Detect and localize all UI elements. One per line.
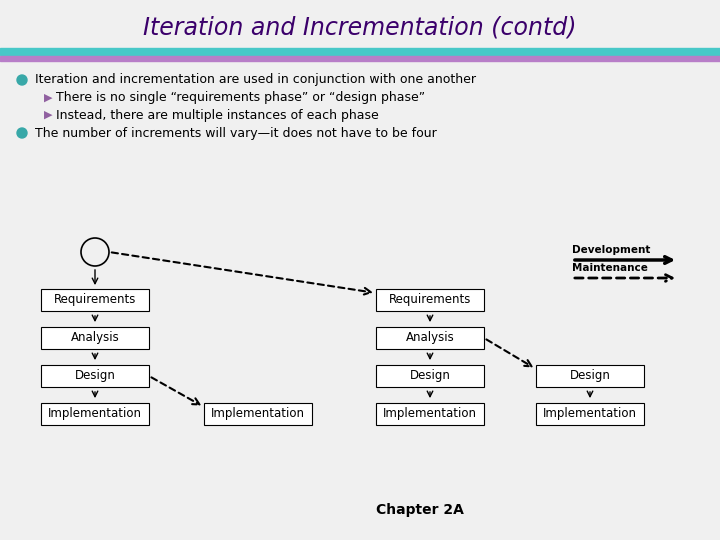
Text: There is no single “requirements phase” or “design phase”: There is no single “requirements phase” … [56,91,425,105]
FancyBboxPatch shape [376,365,484,387]
FancyBboxPatch shape [204,403,312,425]
FancyBboxPatch shape [41,403,149,425]
Text: Instead, there are multiple instances of each phase: Instead, there are multiple instances of… [56,109,379,122]
Text: Chapter 2A: Chapter 2A [376,503,464,517]
Text: Design: Design [410,369,451,382]
FancyBboxPatch shape [376,289,484,311]
Text: Development: Development [572,245,650,255]
FancyBboxPatch shape [536,403,644,425]
FancyBboxPatch shape [376,403,484,425]
Circle shape [17,75,27,85]
Text: Implementation: Implementation [543,408,637,421]
Bar [0,56,720,61]
Text: Implementation: Implementation [383,408,477,421]
FancyBboxPatch shape [536,365,644,387]
Bar [0,48,720,55]
Text: Analysis: Analysis [71,332,120,345]
FancyBboxPatch shape [41,327,149,349]
Text: Maintenance: Maintenance [572,263,648,273]
Text: Design: Design [570,369,611,382]
Text: Implementation: Implementation [211,408,305,421]
FancyBboxPatch shape [41,365,149,387]
Text: Implementation: Implementation [48,408,142,421]
FancyBboxPatch shape [376,327,484,349]
Text: Requirements: Requirements [389,294,471,307]
Text: Iteration and incrementation are used in conjunction with one another: Iteration and incrementation are used in… [35,73,476,86]
Text: Analysis: Analysis [405,332,454,345]
FancyBboxPatch shape [41,289,149,311]
Circle shape [17,128,27,138]
Text: ▶: ▶ [44,110,53,120]
Text: Requirements: Requirements [54,294,136,307]
Text: ▶: ▶ [44,93,53,103]
Text: The number of increments will vary—it does not have to be four: The number of increments will vary—it do… [35,126,437,139]
Text: Iteration and Incrementation (contd): Iteration and Incrementation (contd) [143,16,577,40]
Text: Design: Design [75,369,115,382]
